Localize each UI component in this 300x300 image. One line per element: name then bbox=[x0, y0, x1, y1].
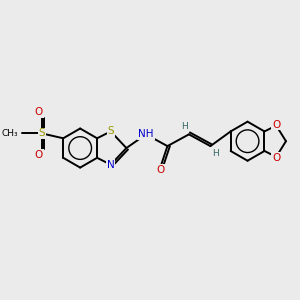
Text: O: O bbox=[272, 153, 280, 163]
Text: H: H bbox=[181, 122, 188, 131]
Text: S: S bbox=[38, 128, 45, 138]
Text: O: O bbox=[35, 150, 43, 160]
Text: O: O bbox=[35, 107, 43, 117]
Text: N: N bbox=[107, 160, 115, 170]
Text: O: O bbox=[272, 120, 280, 130]
Text: O: O bbox=[157, 164, 165, 175]
Text: H: H bbox=[212, 149, 219, 158]
Text: CH₃: CH₃ bbox=[2, 129, 18, 138]
Text: S: S bbox=[107, 126, 114, 136]
Text: NH: NH bbox=[138, 129, 154, 140]
